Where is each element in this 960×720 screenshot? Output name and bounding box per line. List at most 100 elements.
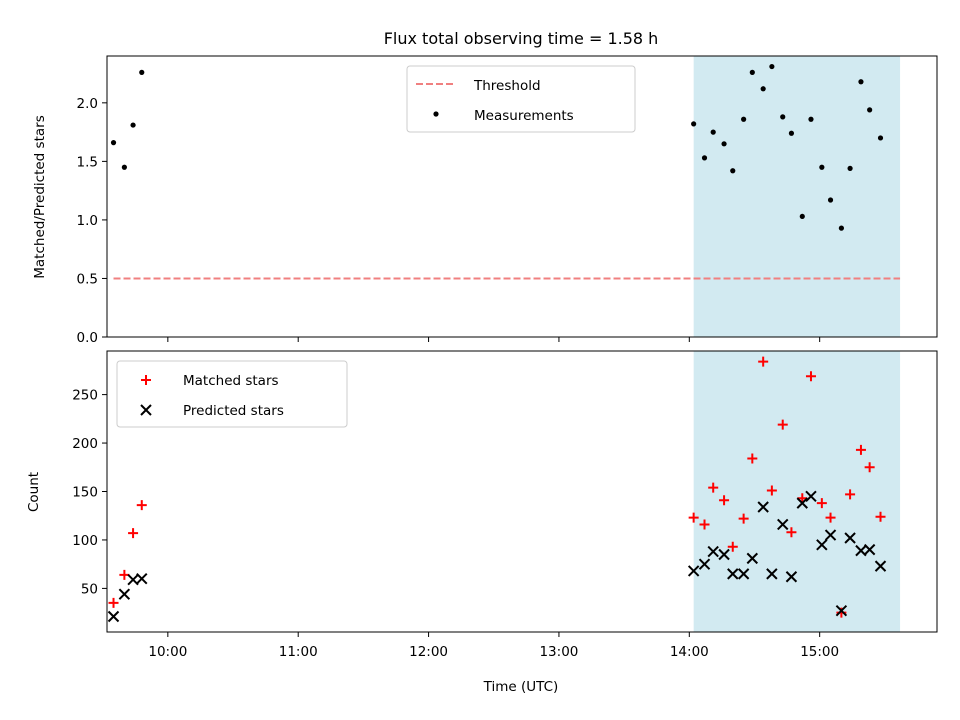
x-tick-label: 12:00 [409,644,448,660]
legend-top: Threshold Measurements [406,65,636,133]
matched-stars-point [816,498,827,509]
measurement-point [710,129,716,135]
matched-stars-point [719,495,730,506]
measurement-point [838,225,844,231]
measurement-point [827,197,834,203]
measurement-point [780,114,786,120]
legend-box [406,65,636,133]
predicted-stars-point [796,497,808,509]
measurement-point [130,122,136,128]
legend-threshold-label: Threshold [473,78,541,94]
measurement-point [847,165,853,171]
measurement-point [691,121,697,127]
x-tick-label: 13:00 [539,644,578,660]
predicted-stars-point [107,610,120,623]
predicted-stars-point [835,604,848,617]
legend-matched-label: Matched stars [183,373,279,389]
legend-predicted-swatch [140,404,152,416]
y-tick-label: 250 [72,388,98,404]
measurement-point [858,79,864,85]
series-matched-stars [108,356,886,618]
series-predicted-stars [107,490,887,623]
measurement-point [769,63,775,70]
predicted-stars-point [816,539,828,551]
matched-stars-point [119,569,130,580]
predicted-stars-point [824,529,837,541]
legend-measurements-swatch [433,111,439,117]
plot-frame [106,350,938,633]
measurement-point [730,168,736,174]
predicted-stars-point [136,572,148,585]
observing-window-region [693,56,901,337]
y-tick-label: 0.5 [77,271,98,287]
matched-stars-point [738,513,749,524]
plot-frame [106,55,938,338]
predicted-stars-point [874,560,887,572]
x-tick-label: 14:00 [670,644,709,660]
predicted-stars-point [737,568,750,580]
matched-stars-point [128,528,139,539]
y-tick-label: 150 [72,485,98,501]
matched-stars-point [747,453,758,464]
predicted-stars-point [766,568,778,580]
predicted-stars-point [698,558,711,570]
predicted-stars-point [805,490,817,503]
legend-measurements-label: Measurements [474,108,574,124]
measurement-point [749,69,755,75]
predicted-stars-point [707,545,719,558]
y-tick-label: 2.0 [77,96,98,112]
y-tick-label: 50 [81,581,98,597]
y-tick-label: 1.0 [77,213,98,229]
y-tick-label: 100 [72,533,98,549]
matched-stars-point [727,541,738,552]
legend-matched-swatch [141,375,151,385]
bottom-panel: 50 100 150 200 250 10:00 11:00 12:00 13:00 14:00 1… [72,350,938,660]
matched-stars-point [699,519,710,530]
matched-stars-point [805,371,816,382]
measurement-point [799,213,805,220]
chart-title: Flux total observing time = 1.58 h [384,29,659,48]
measurement-point [867,107,873,113]
matched-stars-point [777,419,788,430]
predicted-stars-point [718,548,730,561]
matched-stars-point [875,511,886,522]
matched-stars-point [108,597,119,608]
x-axis-label: Time (UTC) [483,679,559,695]
measurement-point [788,130,795,136]
series-measurements [110,63,884,231]
observing-window-region [693,351,901,632]
x-tick-label: 15:00 [800,644,839,660]
matched-stars-point [786,527,797,538]
x-tick-label: 10:00 [148,644,187,660]
matched-stars-point [797,493,808,504]
y-tick-label: 1.5 [77,154,98,170]
predicted-stars-point [118,588,131,600]
measurement-point [721,141,727,147]
predicted-stars-point [785,571,798,583]
matched-stars-point [845,489,856,500]
legend-predicted-label: Predicted stars [183,403,284,419]
measurement-point [741,116,747,122]
matched-stars-point [688,512,699,523]
matched-stars-point [758,356,769,367]
predicted-stars-point [844,532,856,544]
legend-box [116,360,348,428]
top-y-axis-label: Matched/Predicted stars [32,115,48,278]
matched-stars-point [136,500,147,511]
predicted-stars-point [746,552,759,565]
measurement-point [110,140,117,146]
bottom-y-axis-label: Count [26,472,42,512]
measurement-point [121,164,127,170]
measurement-point [808,116,814,122]
predicted-stars-point [863,543,876,556]
measurement-point [760,86,766,92]
measurement-point [819,164,825,170]
matched-stars-point [708,482,719,493]
predicted-stars-point [687,565,700,577]
predicted-stars-point [777,518,789,531]
predicted-stars-point [727,568,739,580]
top-panel: 0.0 0.5 1.0 1.5 2.0 Threshold Measurements [77,55,938,346]
predicted-stars-point [757,501,769,513]
x-tick-label: 11:00 [279,644,318,660]
